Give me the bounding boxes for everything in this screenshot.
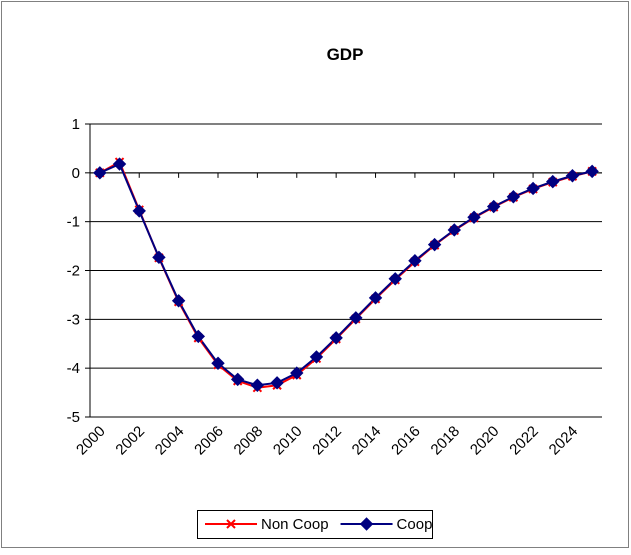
y-tick-label: 1 (72, 116, 80, 133)
y-tick-label: -2 (67, 263, 80, 280)
point (191, 329, 206, 344)
point (250, 378, 265, 392)
legend-marker (226, 519, 236, 529)
point (486, 199, 501, 214)
chart-title: GDP (327, 45, 364, 64)
point (349, 311, 363, 325)
point (290, 366, 304, 380)
y-tick-label: -1 (67, 214, 80, 231)
y-tick-label: -4 (67, 360, 80, 377)
y-tick-label: -3 (67, 311, 80, 328)
legend-label: Non Coop (261, 516, 329, 533)
point (506, 190, 521, 204)
point (132, 204, 146, 218)
point (112, 157, 127, 171)
point (329, 331, 343, 345)
point (270, 376, 284, 390)
point (565, 169, 580, 183)
point (211, 356, 225, 370)
point (171, 294, 186, 308)
y-tick-label: -5 (67, 409, 80, 426)
point (368, 291, 383, 305)
point (93, 166, 107, 180)
point (388, 272, 402, 286)
y-tick-label: 0 (72, 165, 80, 182)
point (467, 210, 481, 224)
point (427, 237, 442, 252)
legend-marker (359, 517, 374, 531)
point (526, 181, 540, 196)
point (546, 174, 560, 189)
point (152, 250, 166, 265)
legend-label: Coop (397, 516, 433, 533)
point (447, 223, 462, 237)
point (408, 254, 422, 268)
point (585, 164, 599, 179)
point (230, 372, 245, 387)
point (309, 350, 324, 364)
